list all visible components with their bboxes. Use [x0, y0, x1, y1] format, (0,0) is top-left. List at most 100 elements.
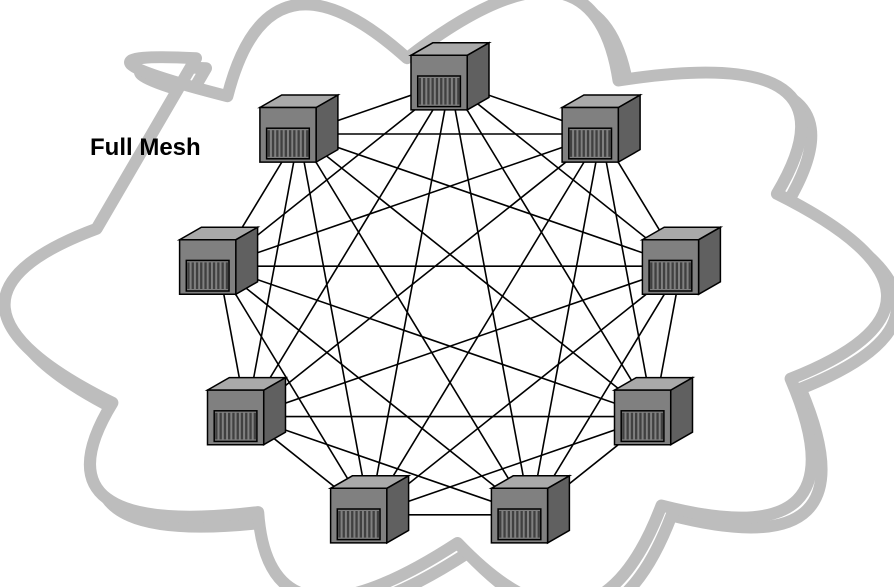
server-vent-stripe — [656, 413, 658, 440]
server-vent-stripe — [419, 78, 421, 105]
server-vent-stripe — [627, 413, 629, 440]
server-node — [331, 476, 409, 543]
server-vent-stripe — [529, 511, 531, 538]
server-vent-stripe — [436, 78, 438, 105]
server-vent-stripe — [587, 130, 589, 157]
server-node — [562, 95, 640, 162]
server-vent-stripe — [226, 262, 228, 289]
server-vent-stripe — [215, 413, 217, 440]
server-vent-stripe — [622, 413, 624, 440]
server-vent-stripe — [591, 130, 593, 157]
server-vent-stripe — [232, 413, 234, 440]
server-vent-stripe — [667, 262, 669, 289]
server-vent-stripe — [268, 130, 270, 157]
server-vent-stripe — [648, 413, 650, 440]
server-vent-stripe — [512, 511, 514, 538]
server-vent-stripe — [196, 262, 198, 289]
server-vent-stripe — [432, 78, 434, 105]
server-vent-stripe — [583, 130, 585, 157]
server-vent-stripe — [499, 511, 501, 538]
server-vent-stripe — [377, 511, 379, 538]
server-vent-stripe — [661, 413, 663, 440]
server-vent-stripe — [639, 413, 641, 440]
server-vent-stripe — [659, 262, 661, 289]
server-node — [180, 227, 258, 294]
server-vent-stripe — [249, 413, 251, 440]
server-vent-stripe — [444, 78, 446, 105]
server-vent-stripe — [272, 130, 274, 157]
server-vent-stripe — [533, 511, 535, 538]
server-vent-stripe — [508, 511, 510, 538]
server-vent-stripe — [254, 413, 256, 440]
server-vent-stripe — [302, 130, 304, 157]
server-node — [491, 476, 569, 543]
server-vent-stripe — [453, 78, 455, 105]
server-vent-stripe — [457, 78, 459, 105]
server-vent-stripe — [364, 511, 366, 538]
server-vent-stripe — [360, 511, 362, 538]
server-vent-stripe — [654, 262, 656, 289]
server-vent-stripe — [516, 511, 518, 538]
server-vent-stripe — [355, 511, 357, 538]
server-vent-stripe — [241, 413, 243, 440]
server-node — [411, 43, 489, 110]
diagram-title: Full Mesh — [90, 134, 201, 161]
server-vent-stripe — [652, 413, 654, 440]
server-vent-stripe — [306, 130, 308, 157]
server-vent-stripe — [631, 413, 633, 440]
server-vent-stripe — [373, 511, 375, 538]
server-vent-stripe — [689, 262, 691, 289]
server-vent-stripe — [289, 130, 291, 157]
server-node — [615, 378, 693, 445]
server-vent-stripe — [423, 78, 425, 105]
server-vent-stripe — [570, 130, 572, 157]
server-vent-stripe — [245, 413, 247, 440]
server-vent-stripe — [192, 262, 194, 289]
server-vent-stripe — [280, 130, 282, 157]
server-vent-stripe — [503, 511, 505, 538]
server-vent-stripe — [187, 262, 189, 289]
server-vent-stripe — [538, 511, 540, 538]
server-vent-stripe — [204, 262, 206, 289]
server-vent-stripe — [220, 413, 222, 440]
full-mesh-diagram: Full Mesh — [0, 0, 894, 587]
server-vent-stripe — [595, 130, 597, 157]
server-vent-stripe — [521, 511, 523, 538]
server-vent-stripe — [574, 130, 576, 157]
server-vent-stripe — [293, 130, 295, 157]
server-vent-stripe — [635, 413, 637, 440]
server-vent-stripe — [209, 262, 211, 289]
server-vent-stripe — [298, 130, 300, 157]
server-vent-stripe — [217, 262, 219, 289]
server-vent-stripe — [213, 262, 215, 289]
server-vent-stripe — [663, 262, 665, 289]
server-vent-stripe — [285, 130, 287, 157]
server-vent-stripe — [228, 413, 230, 440]
server-vent-stripe — [525, 511, 527, 538]
server-vent-stripe — [644, 413, 646, 440]
server-vent-stripe — [578, 130, 580, 157]
server-vent-stripe — [600, 130, 602, 157]
server-vent-stripe — [680, 262, 682, 289]
server-vent-stripe — [343, 511, 345, 538]
server-vent-stripe — [276, 130, 278, 157]
server-vent-stripe — [368, 511, 370, 538]
server-vent-stripe — [347, 511, 349, 538]
server-vent-stripe — [351, 511, 353, 538]
server-vent-stripe — [650, 262, 652, 289]
server-node — [642, 227, 720, 294]
server-vent-stripe — [224, 413, 226, 440]
server-vent-stripe — [684, 262, 686, 289]
server-vent-stripe — [672, 262, 674, 289]
server-vent-stripe — [427, 78, 429, 105]
server-vent-stripe — [449, 78, 451, 105]
server-vent-stripe — [200, 262, 202, 289]
server-vent-stripe — [237, 413, 239, 440]
server-vent-stripe — [338, 511, 340, 538]
server-node — [208, 378, 286, 445]
server-vent-stripe — [440, 78, 442, 105]
server-vent-stripe — [604, 130, 606, 157]
server-vent-stripe — [676, 262, 678, 289]
server-node — [260, 95, 338, 162]
server-vent-stripe — [608, 130, 610, 157]
